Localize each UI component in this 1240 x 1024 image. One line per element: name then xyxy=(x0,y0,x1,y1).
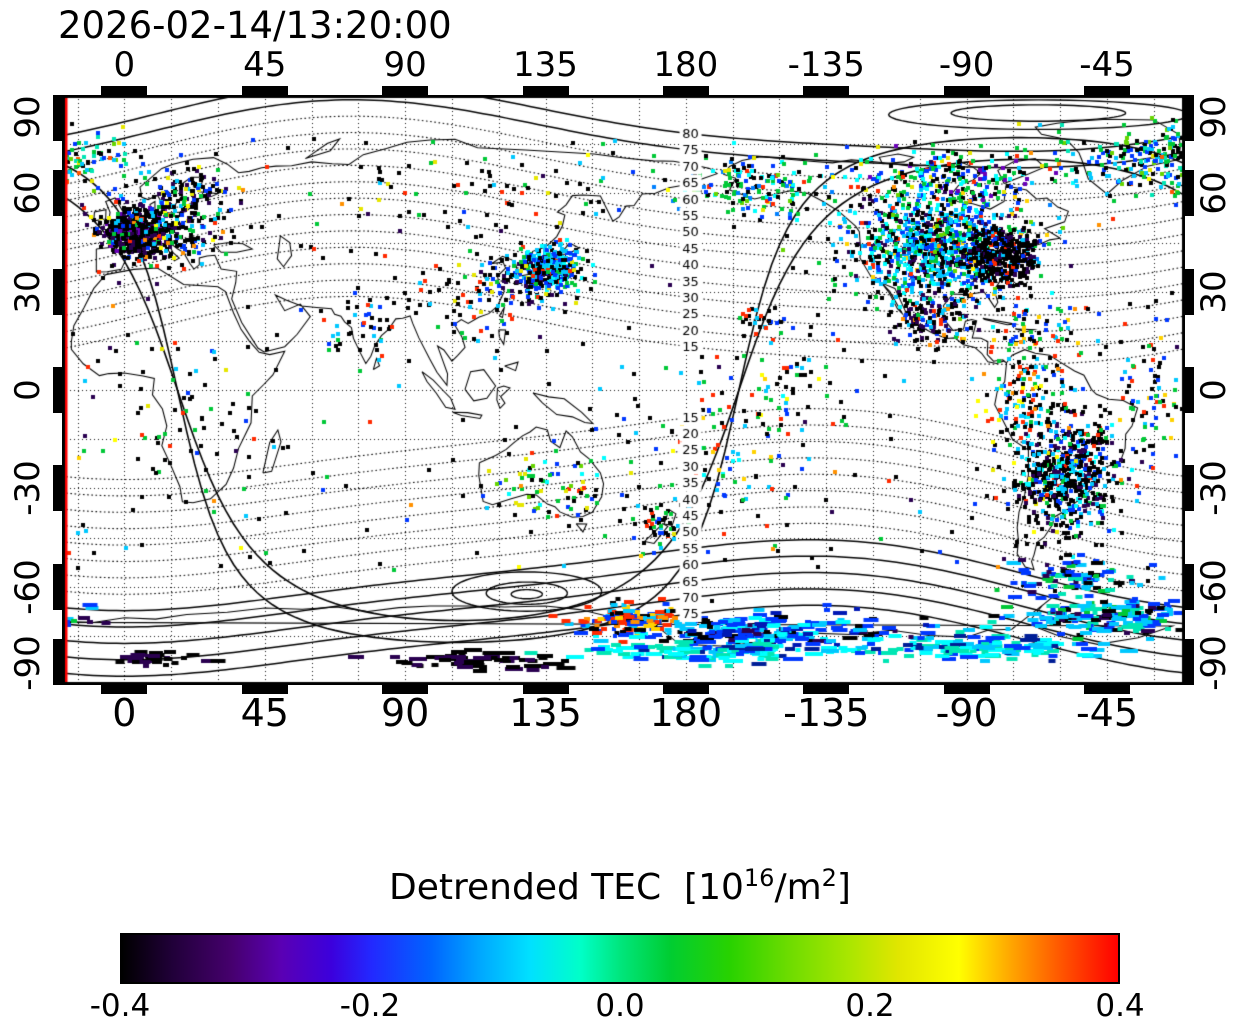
plot-title: 2026-02-14/13:20:00 xyxy=(58,4,452,47)
lon-tick-label-bottom: 180 xyxy=(649,691,723,735)
lat-major-tick-right xyxy=(1185,170,1194,217)
lat-major-tick-right xyxy=(1185,563,1194,610)
colorbar-title-mid: /m xyxy=(774,867,822,908)
lon-major-tick-top xyxy=(241,86,288,95)
tec-map-canvas xyxy=(62,95,1185,685)
colorbar-title-prefix: Detrended TEC [10 xyxy=(389,867,744,908)
lon-tick-label-top: -135 xyxy=(787,45,865,85)
lon-tick-label-top: 135 xyxy=(513,45,578,85)
lon-tick-label-top: 0 xyxy=(113,45,136,85)
lat-tick-label-right: 30 xyxy=(1194,270,1234,314)
lat-tick-label-right: -60 xyxy=(1194,558,1234,615)
colorbar-tick-label: 0.0 xyxy=(595,988,645,1024)
lon-major-tick-bottom xyxy=(522,685,569,694)
lat-major-tick-left xyxy=(53,268,62,315)
lon-major-tick-top xyxy=(1084,86,1130,95)
lon-major-tick-bottom xyxy=(382,685,429,694)
lat-tick-label-left: -60 xyxy=(8,558,48,615)
lon-major-tick-top xyxy=(101,86,148,95)
lon-tick-label-bottom: 90 xyxy=(380,691,430,735)
lon-major-tick-top xyxy=(522,86,569,95)
colorbar-title-sup2: 2 xyxy=(821,864,837,892)
lon-tick-label-bottom: 0 xyxy=(112,691,137,735)
lon-tick-label-top: 180 xyxy=(653,45,719,85)
lat-tick-label-right: 0 xyxy=(1194,379,1234,401)
lat-major-tick-left xyxy=(53,170,62,217)
lon-tick-label-bottom: 45 xyxy=(240,691,289,735)
lat-major-tick-left xyxy=(53,563,62,610)
lat-tick-label-right: 60 xyxy=(1194,171,1234,215)
lon-tick-label-top: -90 xyxy=(938,45,995,85)
lat-tick-label-right: 90 xyxy=(1194,95,1234,139)
lat-tick-label-left: -90 xyxy=(8,635,48,691)
lat-tick-label-left: 30 xyxy=(8,270,48,314)
lat-major-tick-left xyxy=(53,367,62,413)
colorbar-gradient xyxy=(120,933,1120,984)
map-frame xyxy=(62,95,1185,685)
lat-major-tick-right xyxy=(1185,639,1194,685)
lon-major-tick-bottom xyxy=(662,685,709,694)
colorbar-tick-label: 0.2 xyxy=(845,988,895,1024)
colorbar-tick-label: -0.2 xyxy=(339,988,401,1024)
colorbar-tick-label: -0.4 xyxy=(89,988,151,1024)
lat-major-tick-right xyxy=(1185,465,1194,512)
lon-major-tick-bottom xyxy=(943,685,990,694)
lon-major-tick-bottom xyxy=(1084,685,1130,694)
lat-tick-label-left: 60 xyxy=(8,171,48,215)
lon-major-tick-bottom xyxy=(101,685,148,694)
lat-major-tick-left xyxy=(53,95,62,141)
lon-tick-label-top: 90 xyxy=(383,45,427,85)
colorbar-title-sup16: 16 xyxy=(743,864,775,892)
lon-tick-label-bottom: -135 xyxy=(783,691,870,735)
lon-major-tick-top xyxy=(662,86,709,95)
lon-tick-label-bottom: -45 xyxy=(1075,691,1139,735)
lon-major-tick-bottom xyxy=(803,685,850,694)
lon-tick-label-bottom: 135 xyxy=(509,691,582,735)
lon-major-tick-bottom xyxy=(241,685,288,694)
colorbar-tick-label: 0.4 xyxy=(1095,988,1145,1024)
lat-major-tick-right xyxy=(1185,268,1194,315)
lat-major-tick-right xyxy=(1185,95,1194,141)
lon-tick-label-bottom: -90 xyxy=(935,691,998,735)
lon-major-tick-top xyxy=(803,86,850,95)
lat-tick-label-right: -90 xyxy=(1194,635,1234,691)
lat-tick-label-right: -30 xyxy=(1194,460,1234,517)
lat-major-tick-left xyxy=(53,465,62,512)
colorbar-title-suffix: ] xyxy=(836,867,851,908)
lon-major-tick-top xyxy=(943,86,990,95)
lat-tick-label-left: -30 xyxy=(8,460,48,517)
lat-major-tick-left xyxy=(53,639,62,685)
lon-major-tick-top xyxy=(382,86,429,95)
lat-major-tick-right xyxy=(1185,367,1194,413)
lat-tick-label-left: 90 xyxy=(8,95,48,139)
lat-tick-label-left: 0 xyxy=(8,379,48,401)
lon-tick-label-top: 45 xyxy=(243,45,287,85)
lon-tick-label-top: -45 xyxy=(1079,45,1135,85)
colorbar-title: Detrended TEC [1016/m2] xyxy=(0,864,1240,908)
